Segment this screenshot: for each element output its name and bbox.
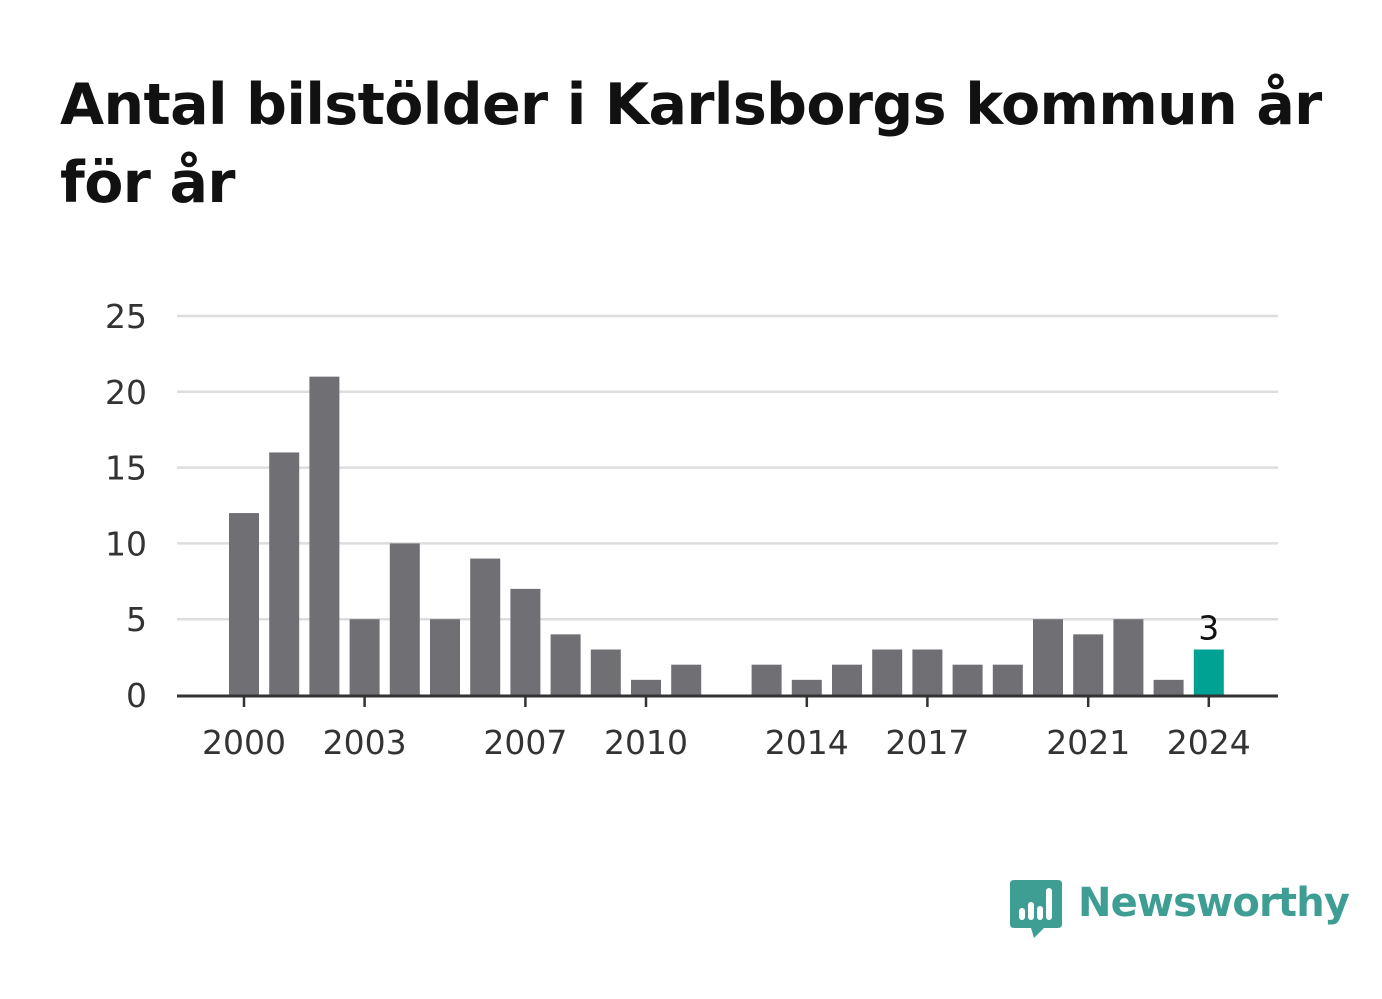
bar-chart-speech-bubble-icon [1010, 880, 1062, 938]
y-tick-label: 0 [126, 676, 147, 715]
y-tick-label: 10 [105, 524, 147, 563]
bar-2006 [470, 558, 501, 695]
bar-2021 [1073, 634, 1104, 695]
newsworthy-brand: Newsworthy [1010, 878, 1350, 942]
bar-2023 [1153, 679, 1184, 695]
bar-2022 [1113, 619, 1144, 695]
gridlines [177, 314, 1278, 621]
bar-2008 [550, 634, 581, 695]
bar-2009 [590, 649, 621, 695]
bar-2004 [389, 543, 420, 695]
y-tick-label: 5 [126, 600, 147, 639]
bar-2010 [631, 679, 661, 695]
x-axis-ticks: 2000 2003 2007 2010 2014 2017 2021 2024 [202, 696, 1251, 762]
bar-2014 [791, 679, 822, 695]
bar-2002 [309, 376, 340, 695]
bar-2016 [872, 649, 903, 695]
bar-2005 [430, 619, 460, 695]
data-labels: 3 [1198, 609, 1219, 648]
y-tick-label: 15 [105, 449, 147, 488]
bar-2011 [671, 664, 702, 695]
bar-2018 [952, 664, 983, 695]
bar-2015 [832, 664, 862, 695]
bar-2013 [751, 664, 782, 695]
y-tick-label: 25 [105, 297, 147, 336]
y-tick-label: 20 [105, 373, 147, 412]
bar-2001 [269, 452, 300, 695]
bar-2017 [912, 649, 943, 695]
chart-title: Antal bilstölder i Karlsborgs kommun år … [60, 72, 1322, 216]
bar-2000 [229, 513, 259, 695]
y-axis-ticks: 0 5 10 15 20 25 [105, 297, 147, 715]
bar-2003 [349, 619, 380, 695]
x-tick-label: 2014 [765, 723, 849, 762]
x-tick-label: 2010 [604, 723, 688, 762]
brand-name: Newsworthy [1078, 880, 1350, 926]
bar-2019 [992, 664, 1023, 695]
bars [229, 376, 1224, 695]
bar-2020 [1033, 619, 1063, 695]
x-tick-label: 2007 [483, 723, 567, 762]
bar-2024 [1193, 649, 1224, 695]
x-tick-label: 2017 [885, 723, 969, 762]
x-tick-label: 2000 [202, 723, 286, 762]
x-tick-label: 2024 [1167, 723, 1251, 762]
x-tick-label: 2021 [1046, 723, 1130, 762]
x-tick-label: 2003 [323, 723, 407, 762]
bar-2007 [510, 588, 541, 695]
data-label: 3 [1198, 609, 1219, 648]
